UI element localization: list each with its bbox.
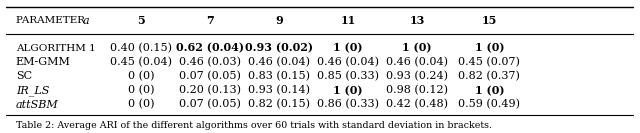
Text: 0.40 (0.15): 0.40 (0.15) <box>110 43 172 53</box>
Text: 0.83 (0.15): 0.83 (0.15) <box>248 71 310 81</box>
Text: 0.46 (0.04): 0.46 (0.04) <box>317 57 380 67</box>
Text: 0.93 (0.02): 0.93 (0.02) <box>245 43 313 54</box>
Text: a: a <box>83 16 90 26</box>
Text: ALGORITHM 1: ALGORITHM 1 <box>16 43 95 53</box>
Text: 1 (0): 1 (0) <box>403 43 432 54</box>
Text: 0.93 (0.14): 0.93 (0.14) <box>248 85 310 95</box>
Text: 5: 5 <box>138 15 145 26</box>
Text: 0.98 (0.12): 0.98 (0.12) <box>386 85 448 95</box>
Text: 13: 13 <box>410 15 425 26</box>
Text: 1 (0): 1 (0) <box>475 43 504 54</box>
Text: 0.82 (0.37): 0.82 (0.37) <box>458 71 520 81</box>
Text: SC: SC <box>16 71 32 81</box>
Text: 0.62 (0.04): 0.62 (0.04) <box>176 43 244 54</box>
Text: 0.45 (0.04): 0.45 (0.04) <box>110 57 172 67</box>
Text: 0.82 (0.15): 0.82 (0.15) <box>248 99 310 110</box>
Text: attSBM: attSBM <box>16 99 58 109</box>
Text: 0.45 (0.07): 0.45 (0.07) <box>458 57 520 67</box>
Text: IR_LS: IR_LS <box>16 85 49 96</box>
Text: 0.46 (0.04): 0.46 (0.04) <box>248 57 310 67</box>
Text: 0.46 (0.03): 0.46 (0.03) <box>179 57 241 67</box>
Text: 0 (0): 0 (0) <box>128 71 154 81</box>
Text: 0.07 (0.05): 0.07 (0.05) <box>179 71 241 81</box>
Text: 1 (0): 1 (0) <box>475 85 504 96</box>
Text: EM-GMM: EM-GMM <box>16 57 70 67</box>
Text: 0.59 (0.49): 0.59 (0.49) <box>458 99 520 110</box>
Text: 0.07 (0.05): 0.07 (0.05) <box>179 99 241 110</box>
Text: 9: 9 <box>275 15 283 26</box>
Text: 11: 11 <box>340 15 356 26</box>
Text: 1 (0): 1 (0) <box>333 85 363 96</box>
Text: 15: 15 <box>482 15 497 26</box>
Text: 0.42 (0.48): 0.42 (0.48) <box>386 99 448 110</box>
Text: 0 (0): 0 (0) <box>128 85 154 95</box>
Text: Table 2: Average ARI of the different algorithms over 60 trials with standard de: Table 2: Average ARI of the different al… <box>16 121 492 130</box>
Text: 0 (0): 0 (0) <box>128 99 154 110</box>
Text: 0.93 (0.24): 0.93 (0.24) <box>386 71 448 81</box>
Text: 0.85 (0.33): 0.85 (0.33) <box>317 71 380 81</box>
Text: 1 (0): 1 (0) <box>333 43 363 54</box>
Text: 0.20 (0.13): 0.20 (0.13) <box>179 85 241 95</box>
Text: PARAMETER: PARAMETER <box>16 16 88 25</box>
Text: 7: 7 <box>206 15 214 26</box>
Text: 0.46 (0.04): 0.46 (0.04) <box>386 57 448 67</box>
Text: 0.86 (0.33): 0.86 (0.33) <box>317 99 380 110</box>
